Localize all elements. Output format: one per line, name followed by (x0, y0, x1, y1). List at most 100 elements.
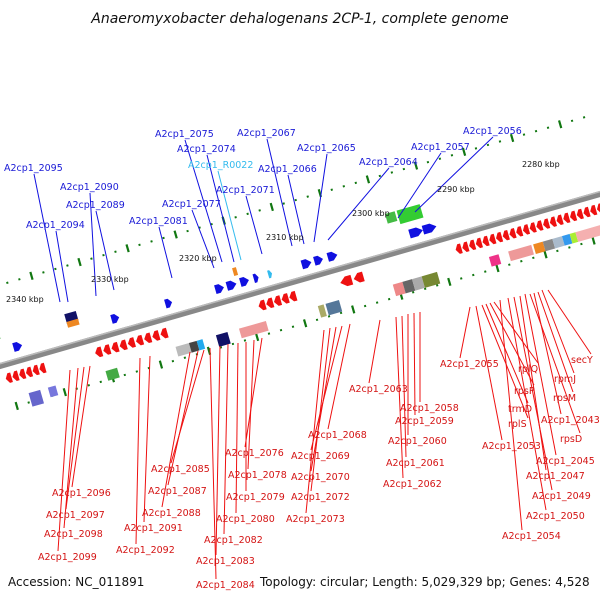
gene-label-bottom: A2cp1_2060 (388, 436, 447, 447)
tick-mark (484, 270, 487, 273)
gene-label-top: A2cp1_2066 (258, 164, 317, 175)
leader-line (223, 343, 229, 535)
reverse-gene-arrow (39, 362, 47, 374)
gene-label-bottom: rpsP (514, 386, 535, 397)
reverse-gene-arrow (103, 344, 112, 355)
gene-label-bottom: A2cp1_2049 (532, 491, 591, 502)
tick-mark (14, 401, 19, 411)
tick-mark (138, 243, 141, 247)
reverse-gene-arrow (289, 290, 298, 302)
leader-line (135, 357, 141, 545)
tick-mark (306, 195, 309, 198)
feature-block (508, 244, 534, 262)
reverse-gene-arrow (570, 210, 578, 222)
leader-line (524, 293, 557, 456)
tick-mark (294, 198, 297, 202)
tick-mark (378, 174, 382, 178)
tick-mark (402, 167, 406, 171)
tick-mark (570, 119, 574, 123)
tick-mark (580, 242, 583, 246)
reverse-gene-arrow (576, 208, 584, 220)
gene-label-bottom: rpsD (560, 434, 582, 445)
tick-mark (158, 360, 164, 369)
reverse-gene-arrow (266, 297, 275, 309)
tick-mark (460, 277, 463, 280)
gene-label-bottom: A2cp1_2072 (291, 492, 350, 503)
gene-label-top: A2cp1_2074 (177, 144, 236, 155)
leader-line (209, 347, 217, 580)
backbone-line (0, 181, 600, 375)
tick-mark (426, 160, 430, 164)
tick-mark (461, 147, 467, 156)
feature-block (47, 385, 59, 398)
tick-mark (354, 181, 358, 185)
leader-line (170, 349, 205, 464)
tick-mark (342, 185, 346, 188)
gene-label-top: A2cp1_2077 (162, 199, 221, 210)
gene-label-top: A2cp1_2067 (237, 128, 296, 139)
tick-mark (234, 216, 237, 219)
gene-label-bottom: A2cp1_2053 (482, 441, 541, 452)
reverse-gene-arrow (496, 231, 504, 243)
reverse-gene-arrow (543, 218, 551, 229)
reverse-gene-arrow (536, 220, 544, 231)
leader-line (313, 153, 328, 243)
gene-label-bottom: A2cp1_2099 (38, 552, 97, 563)
gene-label-bottom: A2cp1_2079 (226, 492, 285, 503)
tick-mark (498, 140, 502, 143)
tick-mark (171, 359, 175, 363)
reverse-gene-arrow (475, 237, 483, 249)
leader-line (184, 139, 223, 263)
tick-mark (54, 267, 57, 271)
leader-line (305, 329, 325, 514)
tick-mark (254, 332, 260, 342)
gene-label-bottom: rpmJ (554, 374, 576, 385)
gene-label-bottom: A2cp1_2055 (440, 359, 499, 370)
feature-block (325, 300, 343, 316)
tick-mark (486, 143, 490, 147)
leader-line (206, 154, 235, 263)
tick-mark (413, 161, 419, 170)
reverse-gene-arrow (462, 241, 470, 252)
leader-line (167, 350, 199, 486)
leader-line (310, 326, 337, 472)
leader-line (537, 291, 574, 393)
tick-mark (62, 387, 67, 397)
gene-label-bottom: A2cp1_2080 (216, 514, 275, 525)
reverse-gene-arrow (482, 235, 490, 247)
tick-mark (557, 120, 563, 129)
tick-mark (125, 244, 130, 253)
tick-mark (291, 325, 295, 328)
leader-line (401, 315, 407, 458)
forward-gene-arrow (214, 284, 224, 295)
forward-gene-arrow (267, 270, 273, 279)
kbp-label: 2300 kbp (352, 209, 390, 218)
reverse-gene-arrow (596, 202, 600, 214)
leader-line (215, 345, 221, 556)
tick-mark (87, 384, 90, 387)
reverse-gene-arrow (95, 346, 104, 358)
reverse-gene-arrow (556, 214, 564, 225)
leader-line (529, 293, 581, 434)
tick-mark (508, 263, 511, 266)
reverse-gene-arrow (502, 229, 510, 241)
tick-mark (183, 356, 187, 359)
reverse-gene-arrow (5, 372, 13, 383)
tick-mark (150, 240, 153, 243)
tick-mark (246, 212, 249, 216)
feature-block (575, 221, 600, 242)
reverse-gene-arrow (32, 364, 40, 376)
tick-mark (114, 250, 117, 253)
gene-label-bottom: A2cp1_2054 (502, 531, 561, 542)
reverse-gene-arrow (136, 334, 145, 346)
tick-mark (390, 171, 394, 174)
tick-mark (6, 281, 9, 284)
leader-line (507, 297, 547, 511)
kbp-label: 2310 kbp (266, 233, 304, 242)
gene-label-top: A2cp1_2071 (216, 185, 275, 196)
tick-mark (435, 284, 439, 287)
forward-gene-arrow (12, 342, 23, 352)
gene-label-bottom: A2cp1_2083 (196, 556, 255, 567)
forward-gene-arrow (421, 223, 437, 235)
